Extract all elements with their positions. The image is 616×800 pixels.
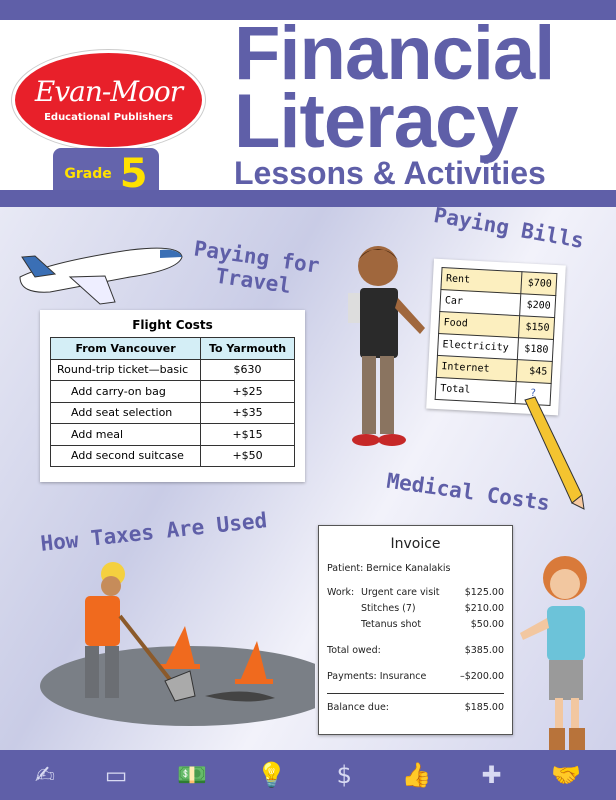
invoice-title: Invoice — [390, 536, 441, 552]
money-icon: 💵 — [177, 761, 208, 789]
dollar-sign-icon: $ — [336, 761, 352, 789]
publisher-logo: Evan-Moor Educational Publishers — [12, 50, 205, 150]
check-pen-icon: ✍ — [34, 761, 55, 789]
cell: Round-trip ticket—basic — [49, 358, 202, 381]
lightbulb-icon: 💡 — [256, 761, 287, 789]
flight-costs-title: Flight Costs — [132, 318, 213, 332]
table-row: Add carry-on bag +$25 — [49, 380, 295, 403]
balance-amount: $185.00 — [464, 702, 504, 713]
flight-costs-card: Flight Costs From Vancouver To Yarmouth R… — [40, 310, 305, 482]
item-amount: $125.00 — [464, 587, 504, 598]
table-row: Add meal +$15 — [49, 423, 295, 446]
table-row: Add second suitcase +$50 — [49, 444, 295, 467]
subtitle: Lessons & Activities — [234, 155, 546, 191]
cell: $200 — [519, 293, 556, 318]
item-amount: $50.00 — [470, 619, 504, 630]
cell: $630 — [200, 358, 295, 381]
medical-cross-icon: ✚ — [481, 761, 502, 789]
boy-illustration — [348, 246, 425, 446]
item-name: Stitches (7) — [361, 603, 416, 614]
bills-card: Rent $700 Car $200 Food $150 Electricity $18… — [426, 258, 566, 416]
cell: +$50 — [200, 444, 295, 467]
cell: $150 — [518, 315, 555, 340]
work-label: Work: — [327, 587, 355, 598]
balance-label: Balance due: — [327, 702, 390, 713]
title-line-1: Financial — [234, 11, 555, 96]
handshake-icon: 🤝 — [551, 761, 582, 789]
column-header: From Vancouver — [49, 337, 202, 360]
icon-strip: ✍ ▭ 💵 💡 $ 👍 ✚ 🤝 — [0, 750, 616, 800]
cell: $45 — [516, 359, 553, 384]
total-label: Total owed: — [327, 645, 381, 656]
eraser-icon: ▭ — [104, 761, 128, 789]
invoice-line: Urgent care visit $125.00 — [361, 587, 504, 599]
thumbs-up-icon: 👍 — [401, 761, 432, 789]
top-band — [0, 0, 616, 20]
grade-number: 5 — [119, 151, 148, 197]
airplane-illustration — [19, 247, 183, 305]
divider — [327, 693, 504, 694]
bills-table: Rent $700 Car $200 Food $150 Electricity $18… — [435, 267, 558, 406]
cell: $700 — [520, 271, 557, 296]
invoice-line: Tetanus shot $50.00 — [361, 619, 504, 631]
header: Evan-Moor Educational Publishers Grade 5 — [0, 20, 616, 200]
cell: Add meal — [49, 423, 202, 446]
woman-illustration — [520, 556, 587, 750]
table-row: Add seat selection +$35 — [49, 401, 295, 424]
invoice-line: Stitches (7) $210.00 — [361, 603, 504, 615]
column-header: To Yarmouth — [200, 337, 295, 360]
header-band — [0, 190, 616, 207]
item-name: Tetanus shot — [361, 619, 422, 630]
road-worker-illustration — [40, 562, 315, 726]
payments-label: Payments: Insurance — [327, 671, 427, 682]
cell: +$25 — [200, 380, 295, 403]
cell: Add seat selection — [49, 401, 202, 424]
patient-name: Patient: Bernice Kanalakis — [327, 563, 451, 574]
cell: Add second suitcase — [49, 444, 202, 467]
grade-label: Grade — [64, 166, 112, 182]
cell: $180 — [517, 337, 554, 362]
table-row: Round-trip ticket—basic $630 — [49, 358, 295, 381]
invoice-card: Invoice Patient: Bernice Kanalakis Work:… — [318, 525, 513, 735]
payments-amount: –$200.00 — [459, 671, 504, 682]
publisher-tagline: Educational Publishers — [44, 112, 173, 123]
item-name: Urgent care visit — [361, 587, 440, 598]
cell: +$15 — [200, 423, 295, 446]
title-line-2: Literacy — [234, 79, 518, 164]
cell: Add carry-on bag — [49, 380, 202, 403]
total-amount: $385.00 — [464, 645, 504, 656]
item-amount: $210.00 — [464, 603, 504, 614]
publisher-name: Evan-Moor — [34, 75, 183, 108]
cell: +$35 — [200, 401, 295, 424]
pencil-icon — [524, 396, 585, 510]
flight-costs-table: From Vancouver To Yarmouth Round-trip tic… — [49, 337, 295, 467]
cell: Total — [435, 377, 517, 404]
